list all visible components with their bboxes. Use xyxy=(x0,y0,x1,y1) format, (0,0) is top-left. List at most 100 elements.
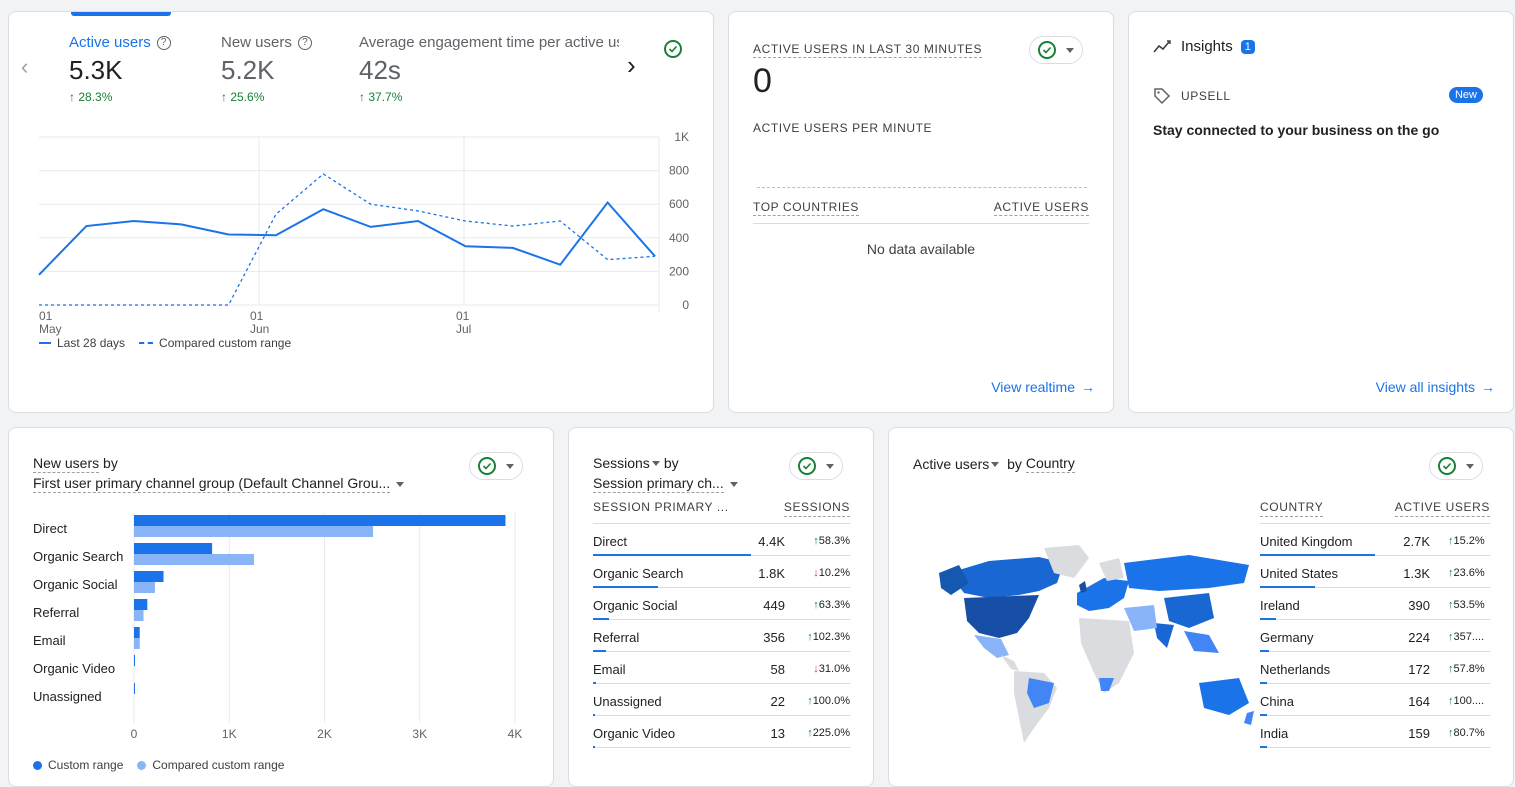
insight-text[interactable]: Stay connected to your business on the g… xyxy=(1153,122,1440,138)
upsell-tag: UPSELL xyxy=(1181,89,1231,103)
map-se-asia xyxy=(1184,631,1219,653)
bar-current[interactable] xyxy=(134,599,148,610)
metric-value: 5.2K xyxy=(221,55,275,85)
next-arrow-icon[interactable]: › xyxy=(627,50,636,80)
row-share-bar xyxy=(593,650,606,652)
table-row[interactable]: United States 1.3K ↑23.6% xyxy=(1260,556,1490,588)
table-row[interactable]: Organic Video 13 ↑225.0% xyxy=(593,716,850,748)
view-realtime-link[interactable]: View realtime → xyxy=(991,379,1095,395)
metric-selector[interactable]: Sessions xyxy=(593,455,650,471)
map-new-zealand xyxy=(1244,711,1254,725)
table-row[interactable]: Email 58 ↓31.0% xyxy=(593,652,850,684)
table-row[interactable]: India 159 ↑80.7% xyxy=(1260,716,1490,748)
category-label: Direct xyxy=(33,521,67,536)
x-tick-day: 01 xyxy=(39,309,53,323)
row-sessions: 4.4K xyxy=(758,534,785,549)
chevron-down-icon xyxy=(1466,463,1474,469)
metric-selector[interactable]: New users xyxy=(33,455,100,473)
title-by: by xyxy=(99,455,118,471)
table-row[interactable]: Germany 224 ↑357.... xyxy=(1260,620,1490,652)
table-row[interactable]: Referral 356 ↑102.3% xyxy=(593,620,850,652)
col-active-users[interactable]: ACTIVE USERS xyxy=(1394,500,1490,517)
category-label: Referral xyxy=(33,605,79,620)
bar-compared[interactable] xyxy=(134,526,374,537)
table-row[interactable]: China 164 ↑100.... xyxy=(1260,684,1490,716)
bar-compared[interactable] xyxy=(134,638,140,649)
row-active-users: 159 xyxy=(1408,726,1430,741)
x-tick-label: 3K xyxy=(412,727,427,741)
col-top-countries[interactable]: TOP COUNTRIES xyxy=(753,200,860,216)
dimension-selector[interactable]: First user primary channel group (Defaul… xyxy=(33,475,405,493)
dimension-selector[interactable]: Country xyxy=(1025,455,1075,473)
realtime-title[interactable]: ACTIVE USERS IN LAST 30 MINUTES xyxy=(753,42,983,58)
table-row[interactable]: United Kingdom 2.7K ↑15.2% xyxy=(1260,524,1490,556)
row-change: 225.0% xyxy=(812,727,850,739)
metric-selector[interactable]: Active users xyxy=(913,456,990,472)
bar-current[interactable] xyxy=(134,571,164,582)
bar-current[interactable] xyxy=(134,543,213,554)
row-share-bar xyxy=(1260,682,1267,684)
table-row[interactable]: Ireland 390 ↑53.5% xyxy=(1260,588,1490,620)
chevron-down-icon[interactable] xyxy=(651,460,660,466)
help-icon[interactable]: ? xyxy=(297,35,312,50)
bar-compared[interactable] xyxy=(134,582,155,593)
compare-dropdown[interactable] xyxy=(1429,452,1483,480)
arrow-up-icon: ↑ xyxy=(1448,631,1454,643)
row-country: United States xyxy=(1260,566,1339,581)
compare-status-icon[interactable] xyxy=(664,40,682,58)
metric-tab-engagement-time[interactable]: Average engagement time per active us 42… xyxy=(359,34,619,104)
title-by: by xyxy=(663,455,679,471)
metric-label: Average engagement time per active us xyxy=(359,34,619,51)
table-row[interactable]: Netherlands 172 ↑57.8% xyxy=(1260,652,1490,684)
table-row[interactable]: Organic Social 449 ↑63.3% xyxy=(593,588,850,620)
col-sessions[interactable]: SESSIONS xyxy=(783,500,850,517)
row-share-bar xyxy=(1260,714,1267,716)
chevron-down-icon[interactable] xyxy=(991,461,1000,467)
bar-current[interactable] xyxy=(134,627,140,638)
arrow-up-icon: ↑ xyxy=(1448,695,1454,707)
compare-dropdown[interactable] xyxy=(789,452,843,480)
help-icon[interactable]: ? xyxy=(156,35,171,50)
title-by: by xyxy=(1003,456,1026,472)
dimension-selector[interactable]: Session primary ch... xyxy=(593,475,738,493)
metric-label: New users xyxy=(221,34,292,51)
chevron-down-icon xyxy=(396,481,405,487)
bar-current[interactable] xyxy=(134,655,135,666)
table-row[interactable]: Unassigned 22 ↑100.0% xyxy=(593,684,850,716)
bar-compared[interactable] xyxy=(134,554,255,565)
row-active-users: 164 xyxy=(1408,694,1430,709)
x-tick-month: Jul xyxy=(456,322,471,336)
metric-tab-active-users[interactable]: Active users ? 5.3K ↑ 28.3% xyxy=(69,34,209,104)
compare-dropdown[interactable] xyxy=(469,452,523,480)
row-share-bar xyxy=(593,746,595,748)
row-share-bar xyxy=(593,586,658,588)
row-channel: Organic Social xyxy=(593,598,678,613)
row-change: 23.6% xyxy=(1453,567,1485,579)
row-sessions: 58 xyxy=(770,662,785,677)
compare-dropdown[interactable] xyxy=(1029,36,1083,64)
y-tick-label: 0 xyxy=(682,298,689,312)
table-row[interactable]: Organic Search 1.8K ↓10.2% xyxy=(593,556,850,588)
col-active-users[interactable]: ACTIVE USERS xyxy=(993,200,1089,216)
map-usa xyxy=(964,595,1039,638)
map-greenland xyxy=(1044,545,1089,578)
per-minute-baseline xyxy=(757,187,1087,188)
y-tick-label: 200 xyxy=(669,264,689,278)
y-tick-label: 1K xyxy=(674,130,689,144)
view-all-insights-link[interactable]: View all insights → xyxy=(1376,379,1495,395)
row-change: 31.0% xyxy=(818,663,850,675)
bar-current[interactable] xyxy=(134,683,135,694)
row-share-bar xyxy=(1260,650,1270,652)
prev-arrow-icon[interactable]: ‹ xyxy=(21,54,29,79)
col-country[interactable]: COUNTRY xyxy=(1260,500,1324,517)
row-channel: Direct xyxy=(593,534,627,549)
col-session-channel[interactable]: SESSION PRIMARY ... xyxy=(593,500,729,514)
metric-tab-new-users[interactable]: New users ? 5.2K ↑ 25.6% xyxy=(221,34,351,104)
realtime-value: 0 xyxy=(753,62,772,100)
row-country: China xyxy=(1260,694,1294,709)
x-tick-label: 2K xyxy=(317,727,332,741)
bar-current[interactable] xyxy=(134,515,506,526)
bar-compared[interactable] xyxy=(134,610,144,621)
table-row[interactable]: Direct 4.4K ↑58.3% xyxy=(593,524,850,556)
row-share-bar xyxy=(593,618,609,620)
